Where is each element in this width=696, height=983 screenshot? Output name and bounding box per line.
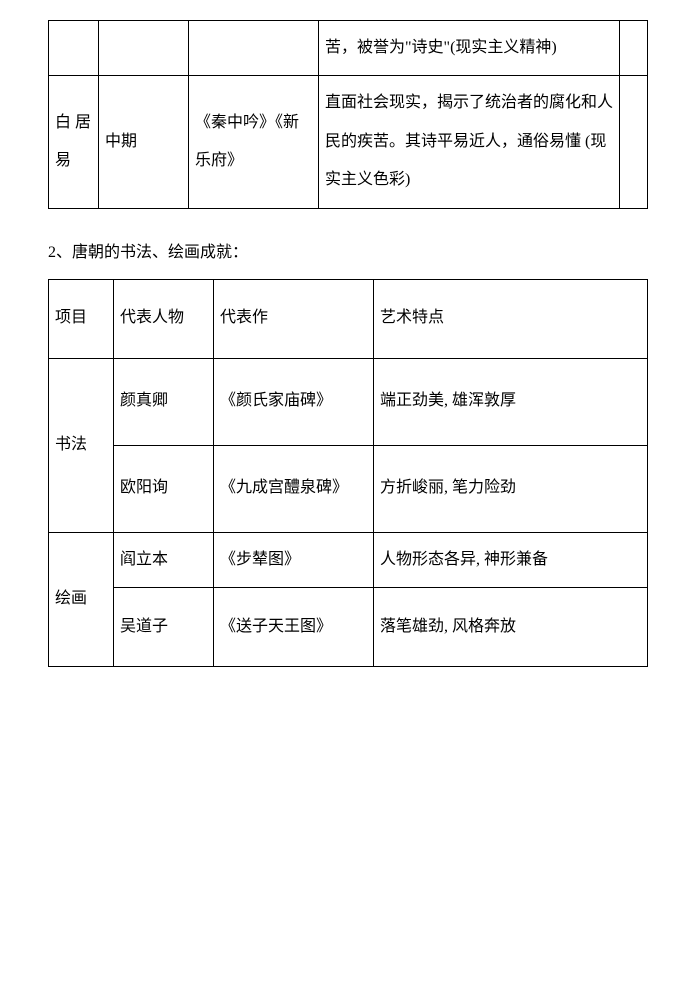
feature-cell: 落笔雄劲, 风格奔放 bbox=[374, 587, 648, 666]
period-cell: 中期 bbox=[99, 76, 189, 208]
table-row: 书法 颜真卿 《颜氏家庙碑》 端正劲美, 雄浑敦厚 bbox=[49, 358, 648, 445]
poetry-table: 苦，被誉为"诗史"(现实主义精神) 白 居易 中期 《秦中吟》《新乐府》 直面社… bbox=[48, 20, 648, 209]
page: 苦，被誉为"诗史"(现实主义精神) 白 居易 中期 《秦中吟》《新乐府》 直面社… bbox=[0, 0, 696, 727]
table-row: 欧阳询 《九成宫醴泉碑》 方折峻丽, 笔力险劲 bbox=[49, 445, 648, 532]
table-row: 绘画 阎立本 《步辇图》 人物形态各异, 神形兼备 bbox=[49, 532, 648, 587]
person-cell: 欧阳询 bbox=[114, 445, 214, 532]
category-cell: 书法 bbox=[49, 358, 114, 532]
work-cell: 《颜氏家庙碑》 bbox=[214, 358, 374, 445]
person-cell: 颜真卿 bbox=[114, 358, 214, 445]
header-item: 项目 bbox=[49, 279, 114, 358]
works-cell bbox=[189, 21, 319, 76]
work-cell: 《步辇图》 bbox=[214, 532, 374, 587]
work-cell: 《九成宫醴泉碑》 bbox=[214, 445, 374, 532]
table-row: 白 居易 中期 《秦中吟》《新乐府》 直面社会现实，揭示了统治者的腐化和人民的疾… bbox=[49, 76, 648, 208]
extra-cell bbox=[620, 76, 648, 208]
header-work: 代表作 bbox=[214, 279, 374, 358]
section-title: 2、唐朝的书法、绘画成就： bbox=[48, 237, 648, 269]
header-person: 代表人物 bbox=[114, 279, 214, 358]
header-feature: 艺术特点 bbox=[374, 279, 648, 358]
feature-cell: 苦，被誉为"诗史"(现实主义精神) bbox=[319, 21, 620, 76]
extra-cell bbox=[620, 21, 648, 76]
table-header-row: 项目 代表人物 代表作 艺术特点 bbox=[49, 279, 648, 358]
category-cell: 绘画 bbox=[49, 532, 114, 666]
feature-cell: 方折峻丽, 笔力险劲 bbox=[374, 445, 648, 532]
feature-cell: 直面社会现实，揭示了统治者的腐化和人民的疾苦。其诗平易近人，通俗易懂 (现实主义… bbox=[319, 76, 620, 208]
works-cell: 《秦中吟》《新乐府》 bbox=[189, 76, 319, 208]
period-cell bbox=[99, 21, 189, 76]
work-cell: 《送子天王图》 bbox=[214, 587, 374, 666]
poet-name-cell bbox=[49, 21, 99, 76]
calligraphy-painting-table: 项目 代表人物 代表作 艺术特点 书法 颜真卿 《颜氏家庙碑》 端正劲美, 雄浑… bbox=[48, 279, 648, 667]
person-cell: 吴道子 bbox=[114, 587, 214, 666]
table-row: 吴道子 《送子天王图》 落笔雄劲, 风格奔放 bbox=[49, 587, 648, 666]
person-cell: 阎立本 bbox=[114, 532, 214, 587]
poet-name-cell: 白 居易 bbox=[49, 76, 99, 208]
feature-cell: 端正劲美, 雄浑敦厚 bbox=[374, 358, 648, 445]
table-row: 苦，被誉为"诗史"(现实主义精神) bbox=[49, 21, 648, 76]
feature-cell: 人物形态各异, 神形兼备 bbox=[374, 532, 648, 587]
